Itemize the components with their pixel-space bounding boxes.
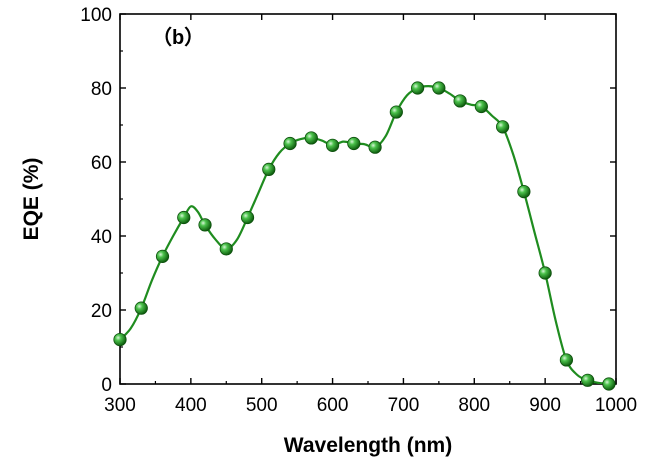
- y-tick-label: 80: [91, 79, 112, 100]
- data-point: [219, 242, 233, 256]
- x-tick-label: 300: [104, 395, 136, 416]
- y-axis-tick-labels: 0 20 40 60 80 100: [80, 5, 112, 396]
- data-point: [581, 373, 595, 387]
- plot-frame: [119, 13, 617, 385]
- data-point: [134, 301, 148, 315]
- data-point: [262, 162, 276, 176]
- x-axis-tick-labels: 300 400 500 600 700 800 900 1000: [104, 395, 637, 416]
- data-point: [410, 81, 425, 95]
- data-point: [283, 136, 297, 151]
- data-point: [325, 138, 340, 152]
- x-tick-label: 800: [458, 395, 490, 416]
- y-tick-label: 100: [80, 5, 112, 26]
- x-tick-label: 600: [317, 395, 349, 416]
- data-point: [496, 120, 510, 134]
- data-point: [155, 249, 170, 263]
- data-point: [240, 210, 255, 225]
- data-point: [474, 99, 488, 114]
- data-point: [517, 185, 531, 199]
- data-point: [538, 266, 552, 280]
- panel-label: （b）: [152, 26, 204, 49]
- data-point: [389, 105, 403, 119]
- y-axis-title: EQE (%): [20, 158, 43, 241]
- data-point: [177, 210, 191, 225]
- data-point: [347, 136, 361, 151]
- data-point: [368, 140, 382, 154]
- eqe-markers: [113, 81, 616, 391]
- y-tick-label: 40: [91, 227, 112, 248]
- x-tick-label: 400: [175, 395, 207, 416]
- y-tick-label: 0: [101, 375, 112, 396]
- y-tick-label: 20: [91, 301, 112, 322]
- x-tick-label: 900: [529, 395, 561, 416]
- x-tick-label: 500: [246, 395, 278, 416]
- data-point: [602, 377, 616, 391]
- data-point: [198, 218, 212, 232]
- x-tick-label: 700: [388, 395, 420, 416]
- data-point: [432, 81, 446, 95]
- y-tick-label: 60: [91, 153, 112, 174]
- data-point: [304, 131, 318, 145]
- data-point: [113, 332, 127, 347]
- data-point: [559, 353, 574, 367]
- data-point: [453, 94, 467, 108]
- x-tick-label: 1000: [595, 395, 637, 416]
- x-axis-ticks: [119, 14, 617, 384]
- x-axis-title: Wavelength (nm): [284, 434, 452, 457]
